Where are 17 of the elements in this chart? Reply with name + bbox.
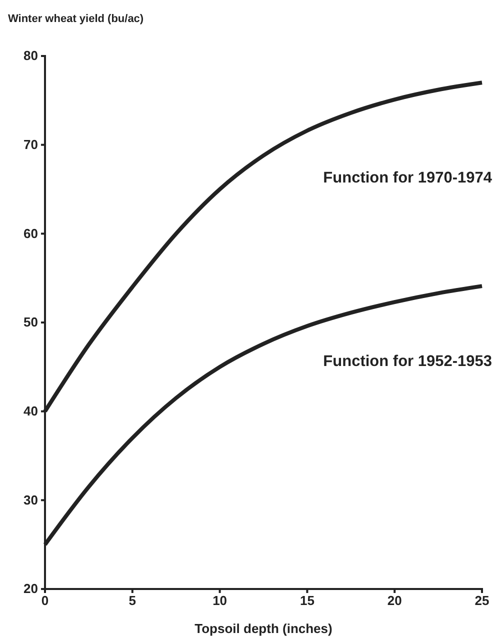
text: Function for 1970-1974	[323, 170, 492, 187]
y-tick-label: 80	[24, 48, 38, 64]
x-tick-label: 15	[300, 593, 314, 608]
y-tick-label: 70	[24, 136, 38, 152]
y-tick-label: 50	[24, 314, 38, 330]
x-tick-label: 10	[212, 593, 228, 608]
x-tick-label: 20	[387, 593, 402, 608]
x-axis-title: Topsoil depth (inches)	[194, 621, 332, 636]
series-label: Function for 1952-1953	[323, 353, 492, 370]
x-tick-label: 5	[128, 593, 136, 608]
y-tick-label: 30	[24, 492, 38, 508]
y-tick-label: 40	[24, 403, 38, 418]
x-tick-label: 0	[41, 593, 49, 608]
y-tick-label: 20	[24, 581, 38, 596]
x-tick-label: 25	[474, 593, 490, 608]
y-axis-title: Winter wheat yield (bu/ac)	[8, 13, 144, 25]
y-tick-label: 60	[24, 226, 38, 241]
